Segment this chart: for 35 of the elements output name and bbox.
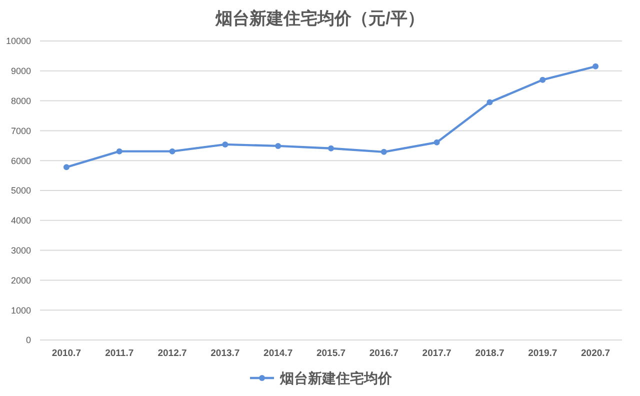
point <box>592 63 599 70</box>
y-tick-label: 5000 <box>10 186 31 196</box>
y-tick-label: 8000 <box>10 96 31 106</box>
y-tick-label: 10000 <box>6 36 31 46</box>
point <box>380 148 387 155</box>
x-tick-label: 2015.7 <box>316 348 346 359</box>
x-tick-label: 2016.7 <box>369 348 398 359</box>
point <box>275 142 282 149</box>
x-tick-label: 2012.7 <box>158 348 187 359</box>
point <box>222 141 228 148</box>
chart-title: 烟台新建住宅均价（元/平） <box>214 9 424 28</box>
y-tick-label: 7000 <box>10 126 31 136</box>
x-tick-label: 2010.7 <box>52 348 81 359</box>
point <box>434 139 440 146</box>
point <box>328 145 334 152</box>
x-tick-label: 2014.7 <box>264 348 293 359</box>
y-tick-label: 0 <box>26 335 31 346</box>
y-tick-label: 6000 <box>10 156 31 166</box>
point <box>169 148 176 154</box>
x-tick-label: 2011.7 <box>105 348 134 359</box>
y-tick-label: 4000 <box>10 216 31 226</box>
point <box>486 99 493 106</box>
y-tick-label: 1000 <box>10 305 31 316</box>
point <box>63 164 70 170</box>
y-tick-label: 9000 <box>10 66 31 76</box>
x-tick-label: 2020.7 <box>581 348 610 359</box>
x-tick-label: 2018.7 <box>475 348 504 359</box>
y-tick-label: 2000 <box>10 275 31 286</box>
point <box>540 76 546 83</box>
point <box>116 148 122 154</box>
x-tick-label: 2013.7 <box>210 348 240 359</box>
x-tick-label: 2019.7 <box>528 348 558 359</box>
y-tick-label: 3000 <box>10 245 31 256</box>
x-tick-label: 2017.7 <box>422 348 452 359</box>
legend-label: 烟台新建住宅均价 <box>279 370 393 386</box>
